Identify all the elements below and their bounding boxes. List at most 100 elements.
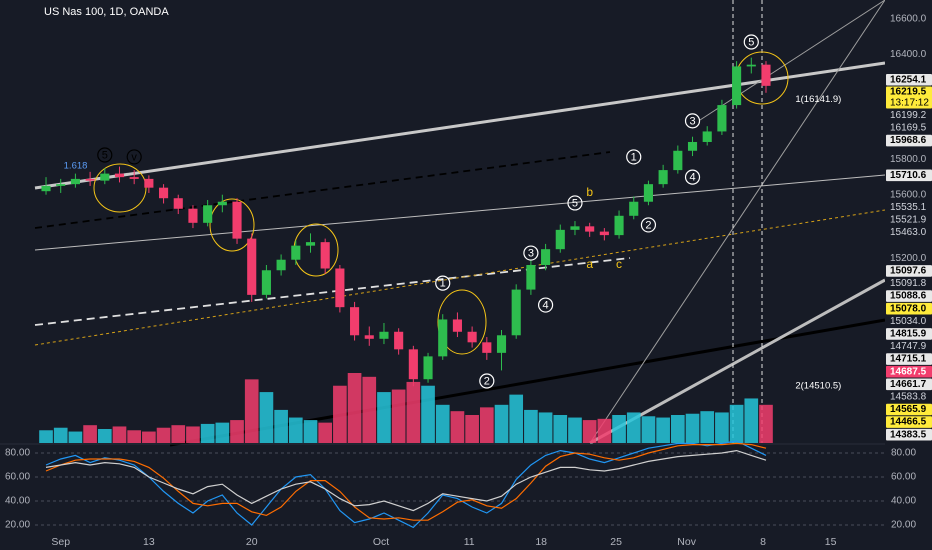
candle-body [599,231,609,236]
volume-bar [127,430,142,443]
price-label: 15097.6 [890,266,927,277]
highlight-ellipse [93,163,147,213]
price-label: 15710.6 [890,170,927,181]
candle-body [673,150,683,171]
candle-body [732,66,742,106]
volume-bar [362,376,377,443]
volume-bar [421,385,435,443]
price-label: 14715.1 [890,354,927,365]
price-label: 16199.2 [890,110,927,121]
volume-bar [641,416,656,443]
wave-label: 2 [645,219,651,231]
candle-body [643,184,653,202]
osc-tick-label-left: 60.00 [5,472,30,483]
volume-bar [244,379,259,443]
volume-bar [200,423,215,443]
wave-label: a [586,257,593,271]
volume-bar [465,415,479,443]
oscillator: 80.00 60.00 40.00 20.00 [5,440,885,531]
candle-body [159,187,169,199]
price-label-bg [886,290,932,302]
osc-line [45,440,767,529]
candle-body [511,289,521,336]
x-tick-label: 11 [464,536,475,548]
trend-line [34,174,886,251]
wave-circle [435,275,451,291]
osc-tick-label-right: 20.00 [891,520,916,531]
wave-label: 5 [748,36,754,48]
countdown: 13:17:12 [890,98,929,109]
candle-body [423,356,433,380]
volume-bar [274,409,288,443]
x-tick-label: 25 [610,536,622,548]
volume-bar [509,394,524,443]
price-label-bg [886,416,932,428]
wave-circle [97,147,113,163]
candle-body [555,229,565,250]
candle-body [438,319,448,357]
fib-label: 2(14510.5) [795,381,841,392]
candle-body [761,64,771,86]
price-label: 14661.7 [890,379,927,390]
volume-bar [656,417,670,443]
x-tick-label: 15 [825,536,837,548]
wave-label: 5 [102,149,108,161]
volume-bar [347,373,362,443]
candle-body [217,201,227,206]
price-label: 14383.5 [890,429,927,440]
volume-bar [142,431,156,443]
wave-label: 4 [689,172,695,184]
price-label: 16400.0 [890,49,927,60]
highlight-ellipse [209,198,255,252]
price-label-bg [886,353,932,365]
volume-bar [39,430,53,443]
volume-bar [288,417,303,443]
price-label: 15034.0 [890,316,927,327]
volume-bar [553,415,568,443]
candle-body [526,264,536,290]
candle-body [452,319,462,332]
volume-bar [700,411,715,443]
candle-body [114,173,125,178]
price-label-bg [886,428,932,441]
candles [41,57,771,387]
price-axis: 80.00 60.00 40.00 20.00 16600.0 16400.0 15800.… [886,14,932,531]
wave-circle [684,113,701,129]
price-label-bg [886,134,932,147]
price-label-bg [886,73,932,86]
fib-label: 1(16141.9) [795,94,841,105]
wave-circle [479,373,495,389]
volume-bar [524,409,538,443]
candle-body [56,184,66,186]
trend-line [34,61,886,190]
price-label-bg [886,265,932,277]
candle-body [746,64,756,67]
wave-label: 3 [689,115,695,127]
volume-bar [759,404,773,443]
chart-title: US Nas 100, 1D, OANDA [44,6,169,18]
candle-body [408,349,418,380]
wave-circle [523,245,539,261]
price-label: 15463.0 [890,227,927,238]
osc-tick-label-left: 40.00 [5,496,30,507]
volume-bar [215,422,230,443]
candle-body [467,331,477,343]
channel-line [589,0,886,444]
price-label: 15600.0 [890,189,927,200]
price-label-bg [886,403,932,416]
candle-body [570,226,580,230]
trend-line [34,151,611,229]
fib-label: 1.618 [64,161,88,172]
price-label: 15968.6 [890,135,927,146]
price-label: 16169.5 [890,123,927,134]
price-label: 15088.6 [890,291,927,302]
candle-body [350,307,360,336]
candle-body [482,342,492,353]
price-label: 14687.5 [890,366,927,377]
price-label-bg [886,86,932,109]
volume-bar [83,425,97,443]
candle-body [203,205,213,223]
volume-bar [612,415,626,443]
